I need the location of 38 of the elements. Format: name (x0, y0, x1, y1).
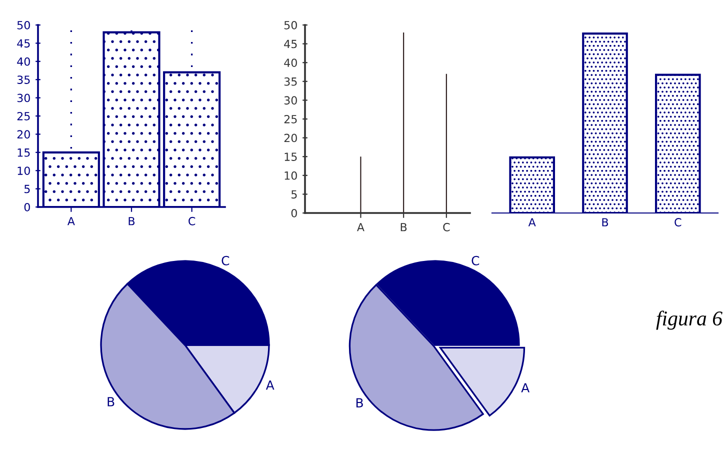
x-tick-label: C (674, 218, 682, 226)
y-tick-label: 10 (18, 166, 30, 175)
y-tick-label: 30 (284, 96, 297, 105)
slice-label: C (222, 256, 230, 266)
y-tick-label: 25 (17, 112, 30, 120)
slice-label: B (356, 398, 363, 408)
slice-label: A (266, 380, 274, 390)
x-tick-label: A (357, 223, 364, 232)
y-tick-label: 50 (17, 20, 30, 30)
x-tick-label: B (400, 223, 407, 232)
x-tick-label: B (602, 218, 608, 226)
slice-label: B (108, 397, 114, 406)
y-tick-label: 50 (284, 20, 297, 30)
x-tick-label: A (67, 217, 75, 226)
slice-label: A (521, 383, 530, 392)
y-tick-label: 20 (17, 130, 30, 139)
y-tick-label: 0 (291, 208, 297, 218)
y-tick-label: 0 (24, 202, 30, 212)
x-tick-label: A (528, 218, 536, 226)
y-tick-label: 35 (284, 77, 297, 86)
x-tick-label: C (188, 216, 196, 226)
y-tick-label: 10 (284, 171, 297, 180)
y-tick-label: 40 (284, 58, 297, 67)
y-tick-label: 30 (17, 94, 30, 102)
y-tick-label: 45 (284, 40, 297, 48)
x-tick-label: B (128, 217, 135, 226)
y-tick-label: 15 (284, 152, 297, 161)
y-tick-label: 20 (284, 134, 297, 142)
slice-label: C (472, 256, 480, 266)
x-tick-label: C (443, 222, 450, 232)
y-tick-label: 5 (24, 184, 30, 194)
y-tick-label: 45 (17, 39, 30, 48)
y-tick-label: 25 (284, 114, 297, 124)
text: figura 6 (656, 310, 722, 330)
y-tick-label: 40 (17, 57, 30, 66)
y-tick-label: 35 (17, 76, 30, 84)
y-tick-label: 5 (291, 190, 297, 199)
y-tick-label: 15 (18, 148, 30, 157)
